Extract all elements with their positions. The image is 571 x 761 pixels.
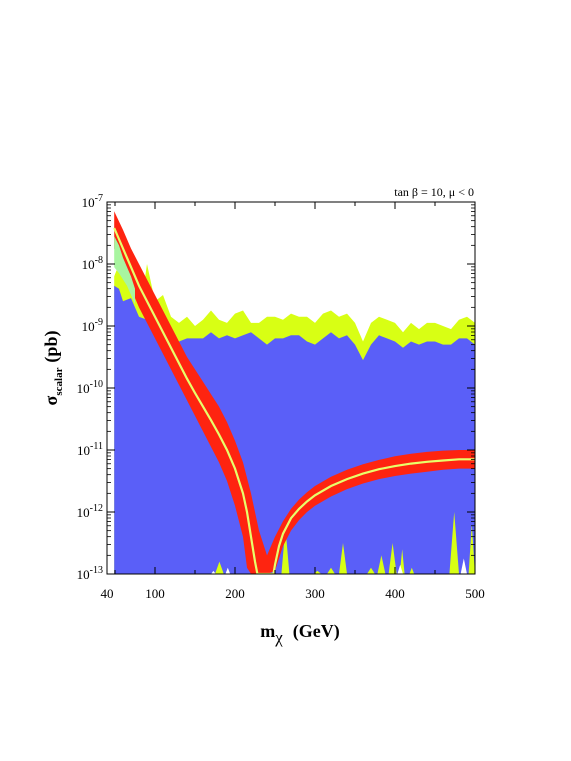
yellow-spike <box>215 561 224 574</box>
center-curve <box>113 227 475 574</box>
x-tick-label: 40 <box>101 586 114 601</box>
x-tick-label: 300 <box>305 586 325 601</box>
yellow-spike <box>377 555 386 574</box>
white-gap-spike <box>225 567 231 574</box>
chart-annotation: tan β = 10, μ < 0 <box>394 185 474 199</box>
y-tick-label: 10-7 <box>82 193 103 210</box>
y-tick-base: 10 <box>77 567 90 582</box>
y-tick-label: 10-8 <box>82 255 103 272</box>
y-tick-exponent: -10 <box>90 379 103 390</box>
y-tick-base: 10 <box>77 381 90 396</box>
yellow-spike <box>327 567 335 574</box>
x-tick-label: 400 <box>385 586 405 601</box>
y-tick-exponent: -11 <box>90 441 103 452</box>
y-tick-base: 10 <box>82 319 95 334</box>
y-tick-label: 10-12 <box>77 503 103 520</box>
y-tick-base: 10 <box>77 443 90 458</box>
x-tick-label: 200 <box>225 586 245 601</box>
y-tick-exponent: -9 <box>95 317 103 328</box>
green-band <box>114 236 135 305</box>
y-tick-label: 10-9 <box>82 317 103 334</box>
red-band <box>114 211 475 574</box>
yellow-spike <box>281 527 290 574</box>
white-gap-spike <box>397 564 403 574</box>
yellow-spike <box>409 567 415 574</box>
yellow-spike <box>339 543 347 574</box>
x-axis-title: mχ (GeV) <box>260 621 340 647</box>
y-tick-label: 10-11 <box>77 441 103 458</box>
y-tick-exponent: -13 <box>90 565 103 576</box>
y-tick-base: 10 <box>82 257 95 272</box>
y-tick-base: 10 <box>82 195 95 210</box>
yellow-spike <box>367 567 375 574</box>
axis-ticks <box>106 201 476 575</box>
blue-allowed-region <box>114 285 475 574</box>
white-gap-spike <box>211 570 216 574</box>
y-tick-base: 10 <box>77 505 90 520</box>
y-axis-title: σscalar(pb) <box>41 331 65 406</box>
yellow-spike <box>449 512 459 574</box>
y-tick-label: 10-13 <box>77 565 103 582</box>
yellow-spike <box>388 543 397 574</box>
y-tick-label: 10-10 <box>77 379 103 396</box>
y-tick-exponent: -8 <box>95 255 103 266</box>
x-tick-label: 100 <box>145 586 165 601</box>
x-tick-labels: 40 100 200 300 400 500 <box>101 586 485 601</box>
plot-area <box>113 211 475 574</box>
x-tick-label: 500 <box>465 586 485 601</box>
yellow-spike <box>468 524 475 574</box>
y-tick-exponent: -7 <box>95 193 103 204</box>
white-gap-spike <box>460 558 467 574</box>
y-tick-exponent: -12 <box>90 503 103 514</box>
